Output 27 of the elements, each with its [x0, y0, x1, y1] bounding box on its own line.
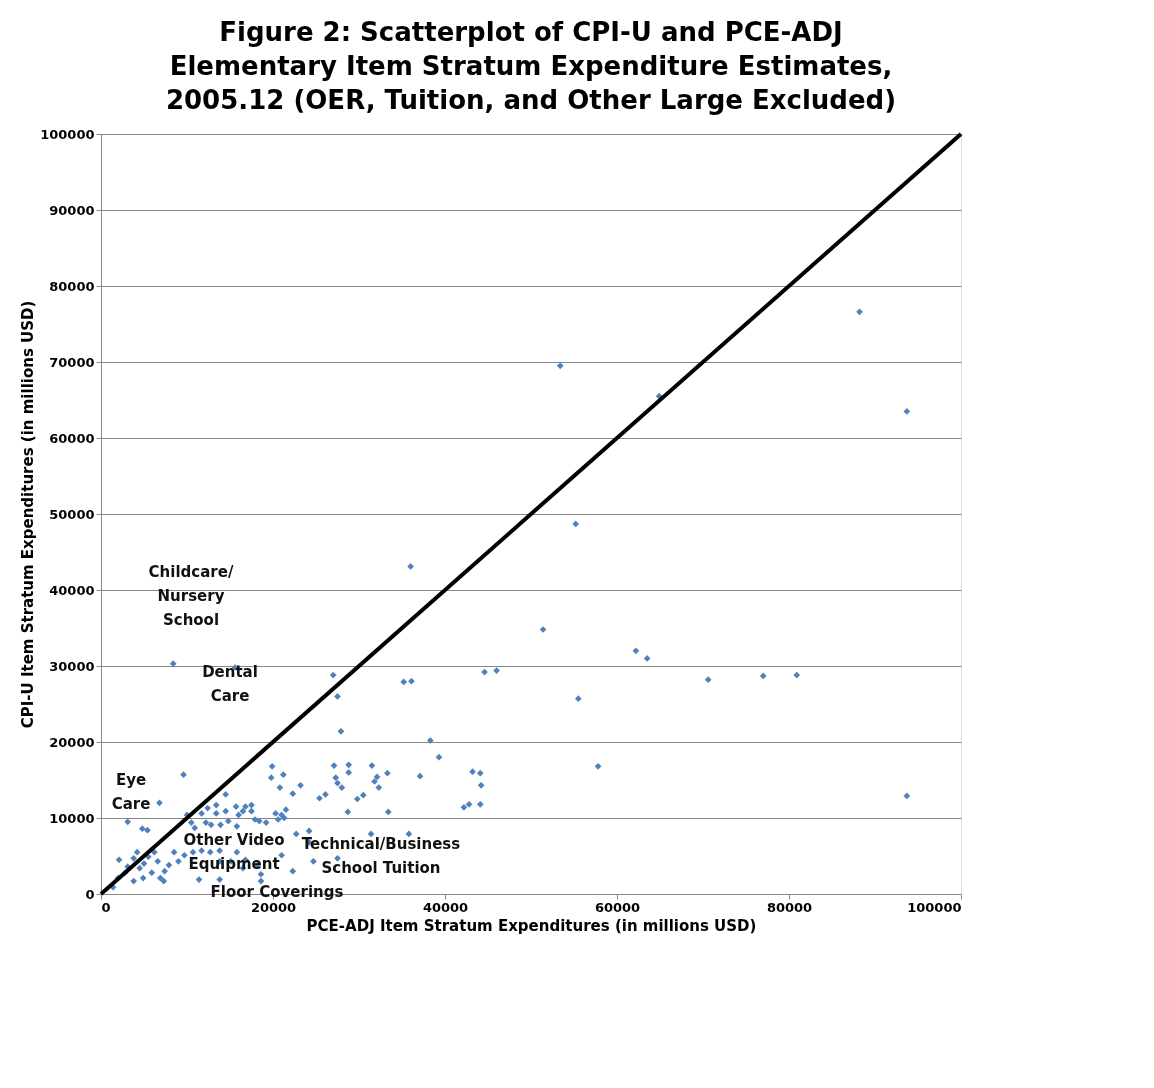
y-tick-label: 80000 [49, 278, 95, 294]
y-tick-label: 10000 [49, 810, 95, 826]
y-tick-label: 50000 [49, 506, 95, 522]
x-tick-label: 0 [101, 899, 111, 915]
y-tick-label: 70000 [49, 354, 95, 370]
y-tick-label: 40000 [49, 582, 95, 598]
x-tick-label: 60000 [594, 899, 641, 915]
y-tick-label: 20000 [49, 734, 95, 750]
annotation: Technical/Business School Tuition [301, 835, 461, 877]
text: 2005.12 (OER, Tuition, and Other Large Excluded) [165, 85, 897, 115]
y-axis-title: CPI-U Item Stratum Expenditures (in millions USD) [19, 300, 38, 729]
annotation: Floor Coverings [210, 883, 344, 901]
annotation: Eye Care [111, 771, 151, 813]
annotation: Childcare/ Nursery School [148, 563, 234, 629]
y-tick-label: 60000 [49, 430, 95, 446]
text: Figure 2: Scatterplot of CPI-U and PCE-ADJ [219, 17, 843, 47]
y-tick-label: 100000 [40, 126, 95, 142]
text: Elementary Item Stratum Expenditure Estimates, [169, 51, 893, 81]
x-tick-label: 40000 [422, 899, 469, 915]
y-tick-label: 30000 [49, 658, 95, 674]
x-tick-label: 20000 [250, 899, 297, 915]
y-tick-label: 90000 [49, 202, 95, 218]
x-tick-label: 80000 [766, 899, 813, 915]
x-axis-title: PCE-ADJ Item Stratum Expenditures (in millions USD) [306, 916, 757, 935]
x-tick-label: 100000 [907, 899, 962, 915]
annotation: Dental Care [202, 663, 258, 705]
y-tick-label: 0 [85, 886, 95, 902]
